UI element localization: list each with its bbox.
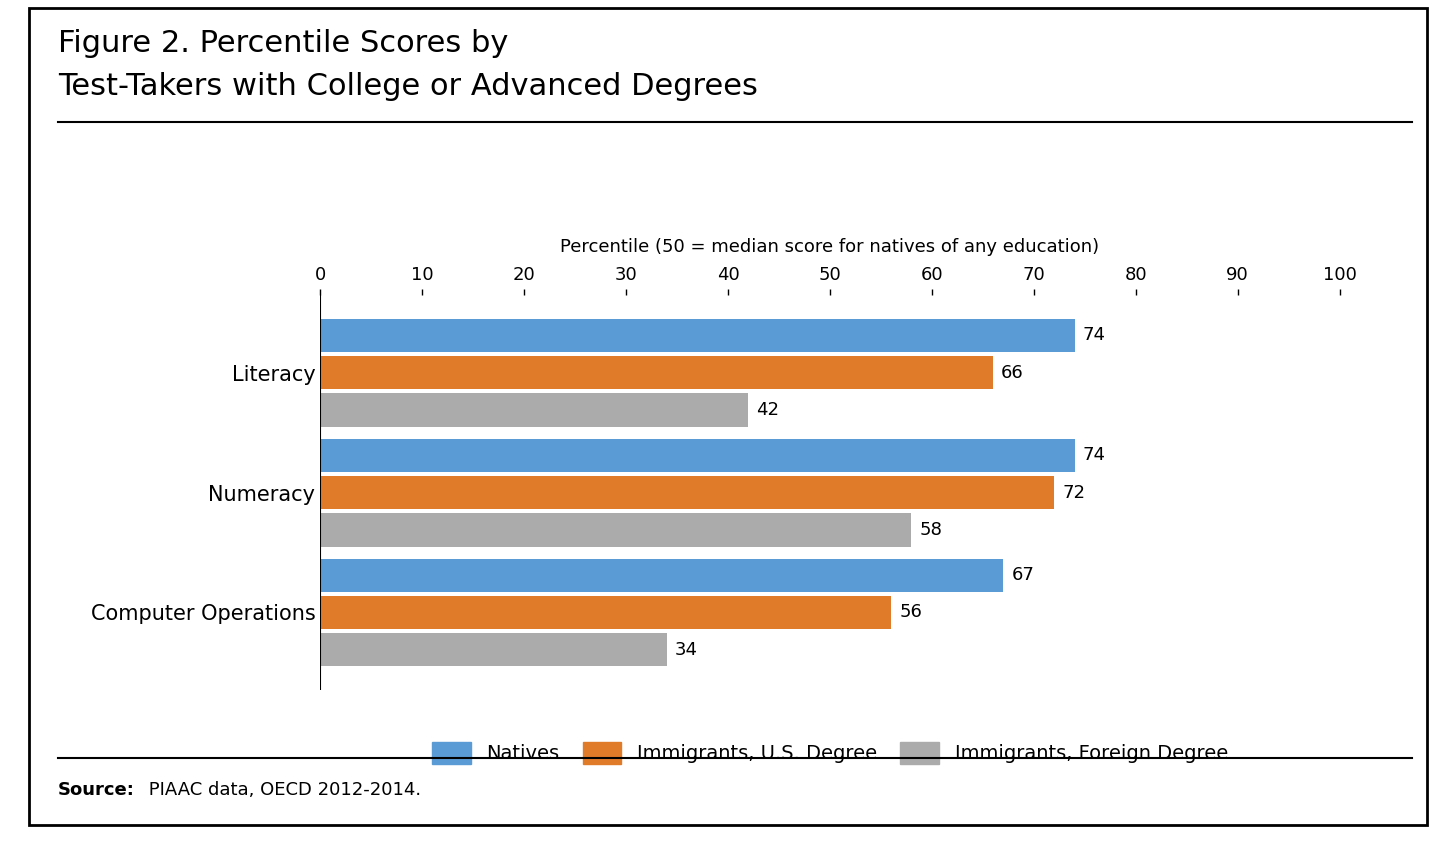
Text: 58: 58 <box>920 520 942 539</box>
Text: PIAAC data, OECD 2012-2014.: PIAAC data, OECD 2012-2014. <box>143 781 421 799</box>
Bar <box>320 513 911 546</box>
Text: 74: 74 <box>1083 446 1105 465</box>
Text: 56: 56 <box>900 604 922 621</box>
Bar <box>320 439 1075 472</box>
Text: Source:: Source: <box>58 781 135 799</box>
Bar <box>320 318 1075 352</box>
Text: 67: 67 <box>1012 567 1034 584</box>
Bar <box>320 476 1054 509</box>
Text: Test-Takers with College or Advanced Degrees: Test-Takers with College or Advanced Deg… <box>58 72 759 100</box>
Text: 74: 74 <box>1083 327 1105 344</box>
Bar <box>320 356 993 390</box>
Bar <box>320 633 667 667</box>
Bar <box>320 595 891 629</box>
Text: 66: 66 <box>1002 364 1024 381</box>
Bar <box>320 558 1003 592</box>
Text: 34: 34 <box>676 641 697 658</box>
Legend: Natives, Immigrants, U.S. Degree, Immigrants, Foreign Degree: Natives, Immigrants, U.S. Degree, Immigr… <box>422 732 1238 774</box>
Text: Figure 2. Percentile Scores by: Figure 2. Percentile Scores by <box>58 29 508 58</box>
Text: 72: 72 <box>1063 483 1085 502</box>
X-axis label: Percentile (50 = median score for natives of any education): Percentile (50 = median score for native… <box>561 238 1099 257</box>
Bar <box>320 393 748 427</box>
Text: 42: 42 <box>757 401 779 418</box>
